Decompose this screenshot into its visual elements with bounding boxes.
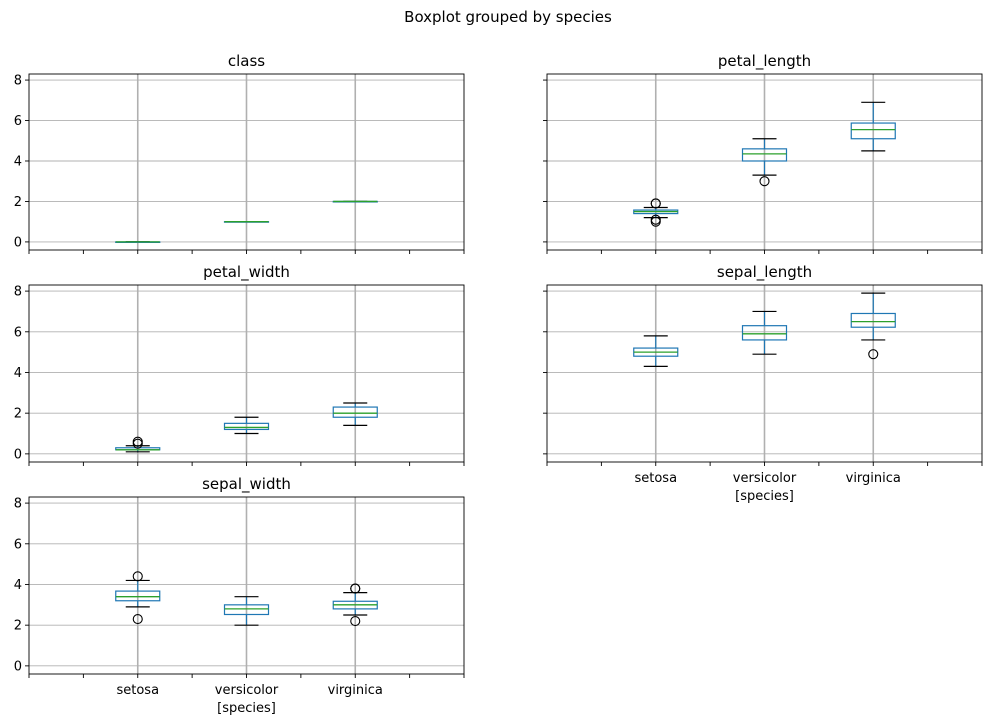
y-tick-label: 4 [14, 154, 22, 169]
y-tick-label: 2 [14, 407, 22, 422]
subplot-petal-length: petal_length [543, 52, 983, 254]
subplot-petal-width: 0 2 4 6 8 petal_width [14, 263, 465, 466]
box-iqr [223, 422, 270, 431]
box-iqr [332, 406, 378, 418]
axes-frame [28, 73, 465, 251]
axes-frame [28, 496, 465, 675]
subplot-title: class [228, 52, 265, 70]
box-virginica [332, 583, 378, 627]
box-setosa [633, 198, 679, 227]
x-tick-label: versicolor [215, 683, 279, 698]
box-setosa [633, 335, 679, 367]
y-tick-label: 6 [14, 114, 22, 129]
y-tick-label: 8 [14, 285, 22, 300]
box-iqr [741, 325, 788, 341]
box-versicolor [223, 221, 270, 223]
axes-frame [546, 73, 983, 251]
box-versicolor [741, 138, 788, 187]
outlier-point [350, 583, 361, 594]
subplot-title: petal_width [203, 263, 290, 282]
box-setosa [115, 436, 161, 453]
box-virginica [850, 101, 896, 152]
outlier-point [650, 198, 661, 209]
y-tick-label: 0 [14, 447, 22, 462]
y-tick-label: 6 [14, 325, 22, 340]
box-setosa [115, 571, 161, 625]
y-tick-label: 4 [14, 578, 22, 593]
box-iqr [115, 590, 161, 602]
subplot-title: petal_length [718, 52, 811, 71]
x-tick-label: virginica [328, 683, 383, 698]
x-tick-label: virginica [846, 471, 901, 486]
outlier-point [132, 614, 143, 625]
outlier-point [350, 616, 361, 627]
box-versicolor [741, 310, 788, 355]
x-tick-label: setosa [116, 683, 159, 698]
outlier-point [132, 571, 143, 582]
outlier-point [759, 176, 770, 187]
x-tick-label: versicolor [733, 471, 797, 486]
subplot-title: sepal_length [717, 263, 812, 282]
box-virginica [332, 200, 378, 203]
x-axis-label: [species] [735, 489, 794, 504]
box-iqr [850, 122, 896, 140]
subplot-title: sepal_width [202, 475, 291, 494]
y-tick-label: 6 [14, 537, 22, 552]
x-axis-label: [species] [217, 701, 276, 716]
subplot-sepal-width: 0 2 4 6 8 setosa versicolor virginica [species] s… [14, 475, 465, 716]
outlier-point [868, 349, 879, 360]
box-iqr [850, 312, 896, 328]
y-tick-label: 0 [14, 659, 22, 674]
y-tick-label: 8 [14, 74, 22, 89]
figure-suptitle: Boxplot grouped by species [404, 8, 612, 26]
box-virginica [850, 292, 896, 360]
y-tick-label: 4 [14, 366, 22, 381]
y-tick-label: 0 [14, 235, 22, 250]
box-iqr [741, 148, 788, 162]
box-setosa [115, 241, 161, 244]
outlier-point [132, 436, 143, 447]
box-virginica [332, 402, 378, 426]
y-tick-label: 2 [14, 619, 22, 634]
y-tick-label: 8 [14, 497, 22, 512]
x-tick-label: setosa [634, 471, 677, 486]
outlier-point [650, 214, 661, 225]
axes-frame [546, 284, 983, 463]
subplot-class: 0 2 4 6 8 class [14, 52, 465, 254]
box-versicolor [223, 596, 270, 626]
box-iqr [223, 604, 270, 616]
y-tick-label: 2 [14, 195, 22, 210]
box-versicolor [223, 416, 270, 435]
axes-frame [28, 284, 465, 463]
subplot-sepal-length: setosa versicolor virginica [species] sepal_… [543, 263, 983, 504]
